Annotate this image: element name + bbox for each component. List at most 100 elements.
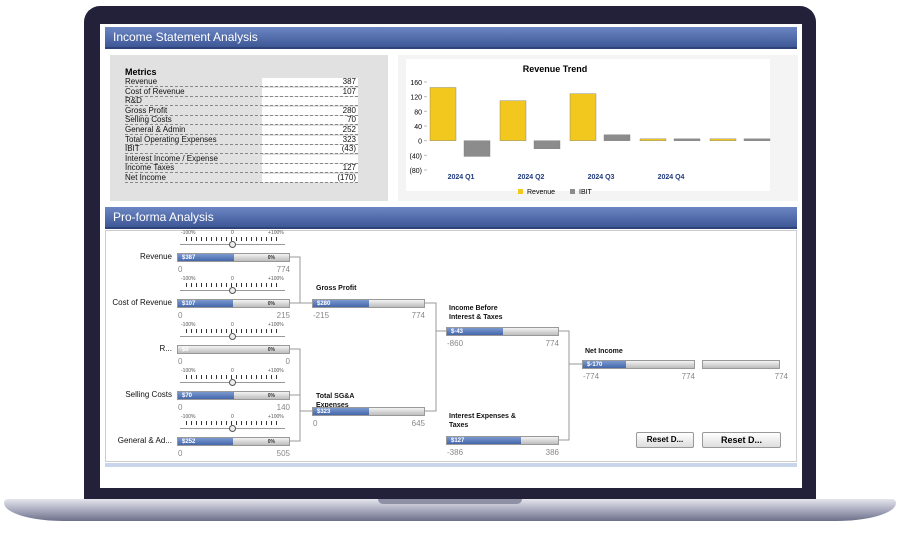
metric-value-box (262, 154, 358, 163)
slider-scale-label: +100% (268, 322, 284, 328)
slider-scale-label: 0 (231, 230, 234, 236)
bar (569, 93, 597, 141)
range-max: 774 (545, 339, 559, 348)
slider-knob[interactable] (229, 333, 236, 340)
range-max: 774 (681, 372, 695, 381)
slider-knob[interactable] (229, 425, 236, 432)
value-bar: $252 0% (177, 437, 290, 446)
slider-scale-label: 0 (231, 276, 234, 282)
metric-value-box (262, 97, 358, 106)
slider-scale-label: 0 (231, 414, 234, 420)
metric-value: 70 (347, 115, 356, 125)
range-min: 0 (178, 265, 183, 274)
laptop-notch (378, 499, 522, 504)
metric-label: Interest Income / Expense (125, 153, 218, 163)
proforma-panel (105, 230, 797, 462)
metric-label: Gross Profit (125, 105, 168, 115)
slider-ruler (186, 283, 279, 287)
metric-value-box (262, 174, 358, 182)
input-label: Cost of Revenue (112, 298, 172, 307)
value-bar: $0 0% (177, 345, 290, 354)
slider-knob[interactable] (229, 379, 236, 386)
range-max: 140 (276, 403, 290, 412)
range-max: 645 (411, 419, 425, 428)
value-label: $280 (317, 301, 331, 307)
slider-knob[interactable] (229, 287, 236, 294)
bar (673, 138, 701, 141)
range-max: 774 (411, 311, 425, 320)
value-label: $70 (182, 393, 193, 399)
metric-label: IBIT (125, 144, 140, 154)
metric-row-line (125, 105, 358, 107)
change-label: 0% (267, 347, 275, 353)
slider-scale-label: -100% (181, 230, 196, 236)
metric-value-box (262, 116, 358, 125)
chart: Revenue Trend (80) (40) 0 40 80 120 160 2024 Q1… (406, 59, 771, 196)
section-header: Pro-forma Analysis (105, 207, 797, 229)
range-max: 386 (545, 448, 559, 457)
output-title: Gross Profit (316, 285, 357, 292)
bar (429, 87, 457, 141)
range-min: -774 (583, 372, 600, 381)
value-label: $387 (182, 255, 196, 261)
input-label: Revenue (139, 252, 172, 261)
chart-title: Revenue Trend (523, 64, 588, 74)
bar (499, 100, 527, 141)
value-fill (178, 300, 234, 307)
legend-swatch (570, 189, 575, 194)
metric-row-line (125, 182, 358, 183)
change-label: 0% (267, 301, 275, 307)
change-label: 0% (267, 439, 275, 445)
metric-label: Net Income (125, 173, 166, 182)
slider-knob[interactable] (229, 241, 236, 248)
slider-ruler (186, 237, 279, 241)
footer-bar (105, 463, 797, 467)
range-max: 774 (276, 265, 290, 274)
value-fill (447, 328, 503, 335)
reset-button[interactable]: Reset D... (702, 432, 781, 448)
x-tick-label: 2024 Q3 (588, 174, 615, 181)
y-tick-label: 80 (414, 109, 422, 116)
metric-value: 127 (342, 163, 356, 173)
range-min: 0 (178, 449, 183, 458)
laptop-base (4, 499, 896, 521)
value-label: $-43 (451, 329, 464, 335)
value-bar: $127 (446, 436, 559, 445)
metric-value-box (262, 87, 358, 96)
value-bar: $280 (312, 299, 425, 308)
metric-value-box (262, 106, 358, 115)
slider-ruler (186, 329, 279, 333)
value-label: $-170 (587, 362, 603, 368)
metric-row-line (125, 172, 358, 174)
reset-button[interactable]: Reset D... (636, 432, 694, 448)
value-fill (178, 254, 234, 261)
change-label: 0% (267, 393, 275, 399)
metric-row-line (125, 162, 358, 164)
range-max: 774 (774, 372, 788, 381)
value-fill (178, 438, 234, 445)
change-label: 0% (267, 255, 275, 261)
metric-label: Total Operating Expenses (125, 134, 217, 144)
x-tick-label: 2024 Q1 (448, 174, 475, 181)
metric-row-line (125, 143, 358, 145)
metric-value-box (262, 135, 358, 144)
value-bar: $-170 (582, 360, 695, 369)
bar (639, 138, 667, 141)
bar (533, 140, 561, 149)
slider-ruler (186, 375, 279, 379)
y-tick-label: 40 (414, 124, 422, 131)
metric-row-line (125, 86, 358, 87)
y-tick-label: (40) (410, 153, 422, 160)
bar (743, 138, 771, 141)
metrics-title: Metrics (125, 67, 157, 77)
slider-scale-label: +100% (268, 276, 284, 282)
value-fill (313, 408, 369, 415)
metric-label: Selling Costs (125, 115, 172, 125)
slider-scale-label: +100% (268, 414, 284, 420)
value-fill (447, 437, 521, 444)
value-label: $252 (182, 439, 196, 445)
range-min: 0 (178, 311, 183, 320)
range-min: -215 (313, 311, 330, 320)
range-min: -860 (447, 339, 464, 348)
value-bar: $107 0% (177, 299, 290, 308)
